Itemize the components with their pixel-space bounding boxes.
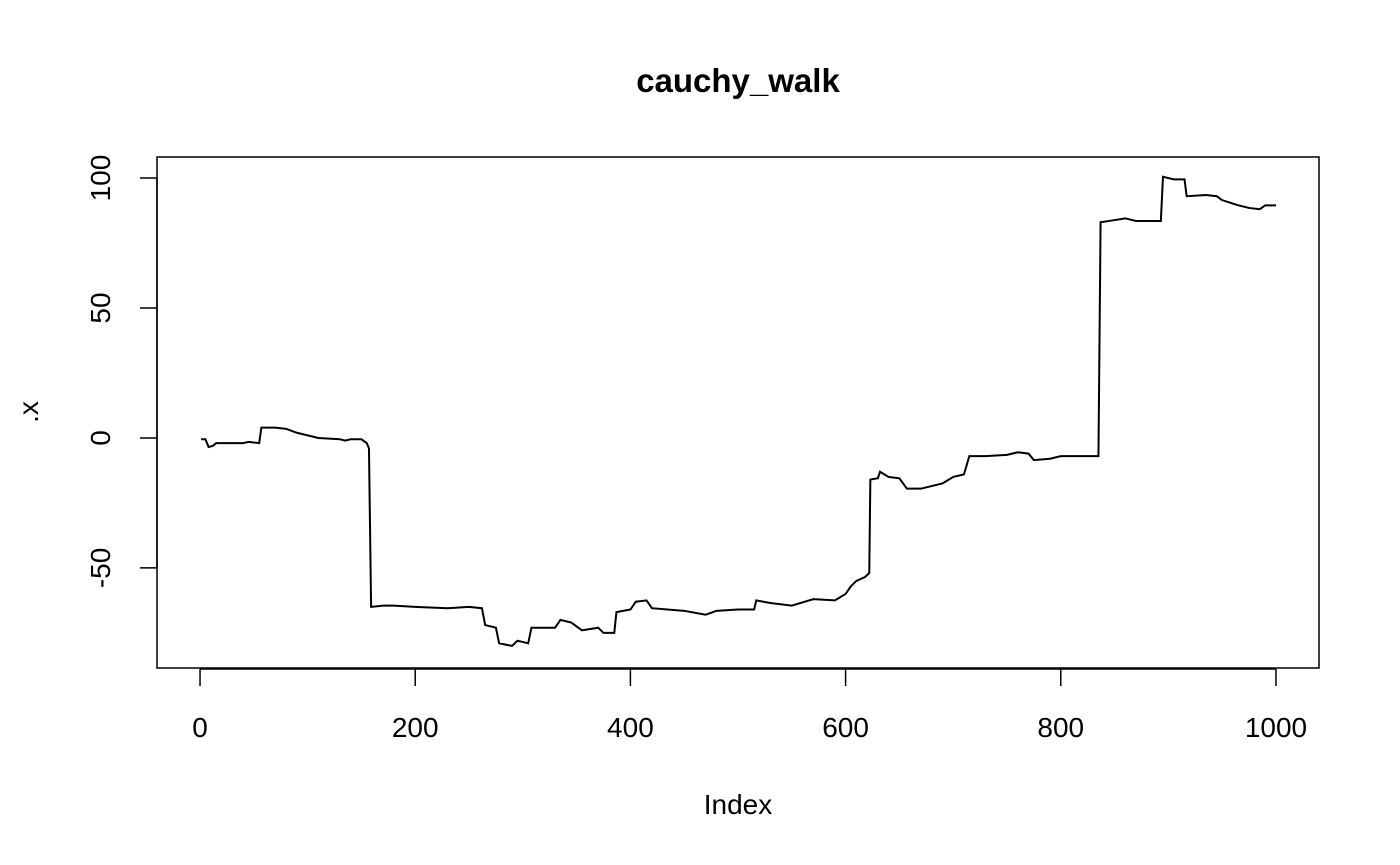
- x-tick-label: 400: [607, 712, 654, 743]
- y-tick-label: 100: [85, 155, 116, 202]
- y-tick-label: -50: [85, 548, 116, 588]
- x-tick-label: 600: [822, 712, 869, 743]
- data-line: [201, 175, 1276, 647]
- x-tick-label: 800: [1037, 712, 1084, 743]
- plot-frame: [156, 156, 1320, 669]
- y-axis-label: .x: [13, 401, 44, 423]
- x-axis-label: Index: [704, 789, 773, 820]
- x-tick-label: 1000: [1245, 712, 1307, 743]
- x-tick-label: 0: [192, 712, 208, 743]
- chart-title: cauchy_walk: [636, 62, 840, 99]
- y-tick-label: 50: [85, 292, 116, 323]
- y-tick-label: 0: [85, 430, 116, 446]
- x-tick-label: 200: [392, 712, 439, 743]
